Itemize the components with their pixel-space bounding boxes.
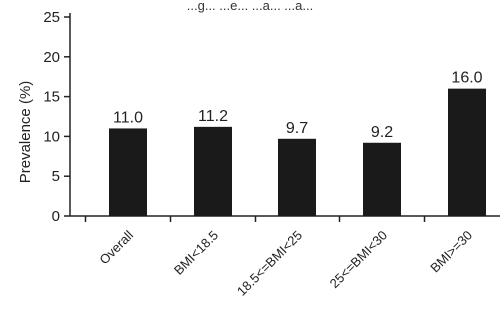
bar — [448, 88, 486, 216]
x-category-label: BMI<18.5 — [171, 228, 221, 278]
bar — [109, 128, 147, 216]
bar — [194, 126, 232, 216]
y-axis-title: Prevalence (%) — [17, 81, 34, 184]
bars-group: 11.0 11.2 9.7 9.2 16.0 — [109, 70, 486, 216]
y-axis: 0 5 10 15 20 25 — [43, 9, 71, 225]
bar — [278, 138, 316, 216]
bar-value-label: 9.2 — [371, 124, 393, 141]
x-axis: Overall BMI<18.5 18.5<=BMI<25 25<=BMI<30 BMI… — [70, 215, 500, 299]
y-tick-label: 15 — [43, 89, 60, 106]
x-category-label: Overall — [96, 227, 136, 267]
y-tick-label: 10 — [43, 128, 60, 145]
y-tick-label: 0 — [52, 208, 60, 225]
bar-value-label: 11.0 — [113, 109, 143, 126]
x-category-label: BMI>=30 — [427, 228, 475, 276]
y-tick-label: 5 — [52, 168, 60, 185]
bar-value-label: 9.7 — [286, 120, 308, 137]
y-tick-label: 25 — [43, 9, 60, 26]
bar-value-label: 11.2 — [198, 108, 228, 125]
chart-title: ...g... ...e... ...a... ...a... — [187, 0, 313, 13]
y-tick-label: 20 — [43, 49, 60, 66]
bar-value-label: 16.0 — [451, 70, 482, 87]
bar — [363, 142, 401, 216]
x-category-label: 18.5<=BMI<25 — [234, 228, 305, 299]
x-category-label: 25<=BMI<30 — [327, 228, 391, 292]
